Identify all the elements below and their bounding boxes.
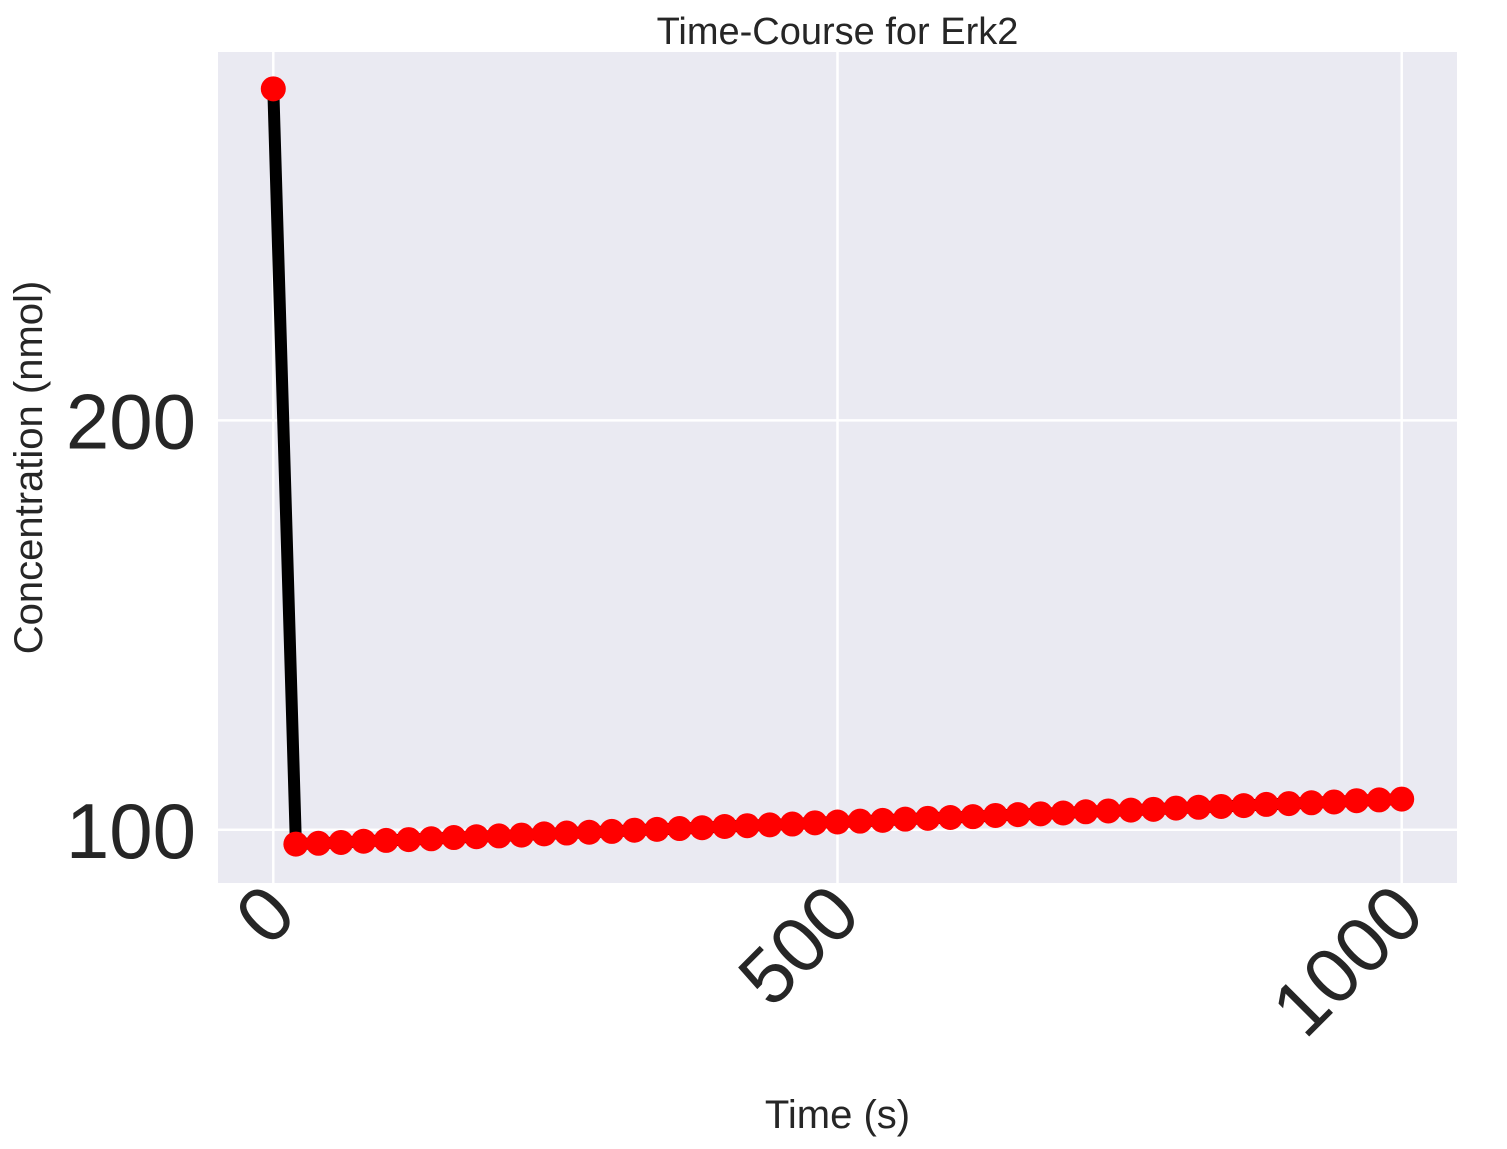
data-point (667, 816, 693, 842)
data-point (1186, 794, 1212, 820)
series-erk2 (260, 76, 1415, 857)
data-point (1095, 798, 1121, 824)
data-point (260, 76, 286, 102)
data-point (328, 829, 354, 855)
data-point (937, 805, 963, 831)
data-point (554, 820, 580, 846)
data-point (351, 828, 377, 854)
data-point (1118, 797, 1144, 823)
data-point (373, 827, 399, 853)
y-tick-label: 100 (66, 787, 196, 875)
data-point (1028, 801, 1054, 827)
data-point (1005, 802, 1031, 828)
data-point (847, 808, 873, 834)
data-point (689, 815, 715, 841)
data-point (779, 811, 805, 837)
data-point (1073, 799, 1099, 825)
data-point (486, 823, 512, 849)
data-point (1163, 795, 1189, 821)
x-tick-label: 1000 (1255, 868, 1440, 1053)
data-point (599, 818, 625, 844)
data-point (870, 807, 896, 833)
data-point (734, 813, 760, 839)
data-point (1253, 791, 1279, 817)
data-point (644, 816, 670, 842)
data-point (960, 804, 986, 830)
data-point (982, 802, 1008, 828)
data-point (1298, 790, 1324, 816)
x-axis-label: Time (s) (765, 1093, 910, 1137)
data-point (509, 822, 535, 848)
data-point (915, 805, 941, 831)
data-point (1344, 788, 1370, 814)
data-point (1231, 793, 1257, 819)
data-point (531, 821, 557, 847)
chart-title: Time-Course for Erk2 (657, 11, 1019, 53)
data-point (712, 814, 738, 840)
data-point (305, 830, 331, 856)
data-point (396, 827, 422, 853)
data-point (825, 809, 850, 835)
y-tick-label: 200 (66, 377, 196, 465)
data-point (1389, 786, 1415, 812)
data-point (892, 806, 918, 832)
data-point (802, 810, 828, 836)
x-tick-label: 500 (721, 868, 875, 1022)
data-point (1140, 796, 1166, 822)
data-point (418, 826, 444, 852)
data-point (757, 812, 783, 838)
data-point (1208, 793, 1234, 819)
y-axis-label: Concentration (nmol) (7, 281, 51, 655)
data-point (1050, 800, 1076, 826)
data-point (621, 817, 647, 843)
data-point (1366, 787, 1392, 813)
data-point (441, 825, 467, 851)
data-point (463, 824, 489, 850)
data-point (1276, 791, 1302, 817)
data-point (283, 831, 309, 857)
data-point (1321, 789, 1347, 815)
data-point (576, 819, 602, 845)
